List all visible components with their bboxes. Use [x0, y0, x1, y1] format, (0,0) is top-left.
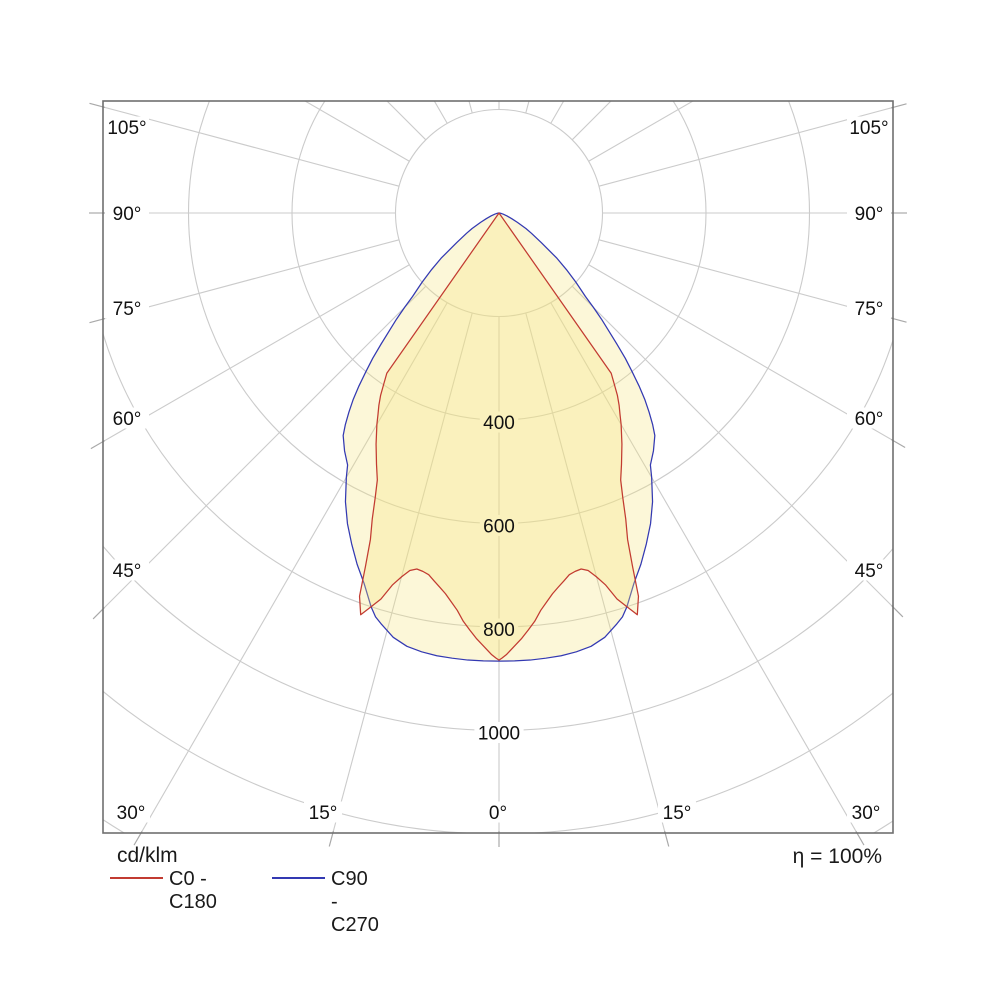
legend-line-blue — [272, 877, 325, 879]
angle-label-left-105°: 105° — [107, 118, 146, 139]
plot-frame-background — [103, 101, 893, 833]
label-knockout — [105, 559, 149, 581]
grid-radial-45deg — [571, 285, 893, 608]
grid-radial-255deg — [103, 106, 400, 187]
angle-label-right-75°: 75° — [855, 299, 884, 320]
grid-radial-75deg — [598, 239, 893, 320]
label-knockout — [105, 116, 149, 138]
grid-radial-60deg — [588, 264, 893, 442]
units-label: cd/klm — [117, 844, 178, 867]
angle-label-bottom-1: 15° — [309, 803, 338, 824]
label-knockout — [304, 801, 342, 823]
label-knockout — [474, 722, 524, 743]
legend-label-c0-c180: C0 - C180 — [169, 868, 217, 913]
ring-label-400: 400 — [483, 413, 515, 434]
label-knockout — [105, 407, 149, 429]
light-output-ratio-label: η = 100% — [792, 845, 882, 868]
ring-label-1000: 1000 — [478, 724, 520, 745]
ring-label-600: 600 — [483, 517, 515, 538]
angle-label-left-90°: 90° — [113, 204, 142, 225]
grid-radial-300deg — [103, 264, 410, 443]
label-knockout — [847, 407, 891, 429]
grid-radial-165deg — [525, 101, 530, 114]
angle-labels: 105° 105° 90° 90° 75° 75° 60° 60° 45° 45° 30° 15° 0°… — [107, 118, 888, 824]
intensity-curves — [342, 212, 656, 662]
label-knockout — [105, 202, 149, 224]
grid-radial-105deg — [598, 106, 893, 187]
label-knockout — [479, 515, 519, 536]
angle-label-bottom-4: 30° — [852, 803, 881, 824]
label-knockout — [479, 618, 519, 640]
legend-label-c90-c270: C90 - C270 — [331, 868, 379, 936]
grid-radial-345deg — [332, 312, 473, 833]
label-knockout — [847, 801, 885, 823]
angle-label-right-90°: 90° — [855, 204, 884, 225]
label-knockout — [847, 202, 891, 224]
curve-c0-c180 — [358, 212, 640, 661]
ring-label-800: 800 — [483, 620, 515, 641]
angle-label-bottom-3: 15° — [663, 803, 692, 824]
angle-label-right-45°: 45° — [855, 561, 884, 582]
label-knockout — [658, 801, 696, 823]
grid-radial-15deg — [525, 312, 666, 833]
angle-label-left-45°: 45° — [113, 561, 142, 582]
label-knockouts — [105, 116, 891, 823]
label-knockout — [479, 411, 519, 433]
angle-label-left-60°: 60° — [113, 409, 142, 430]
label-knockout — [847, 297, 891, 319]
plot-frame-border — [102, 100, 894, 834]
grid-radial-285deg — [103, 239, 400, 320]
angle-label-bottom-0: 30° — [117, 803, 146, 824]
label-knockout — [847, 116, 891, 138]
label-knockout — [479, 801, 517, 823]
label-knockout — [112, 801, 150, 823]
label-knockout — [105, 297, 149, 319]
angle-label-right-105°: 105° — [849, 118, 888, 139]
ring-value-labels: 400 600 800 1000 — [478, 413, 520, 745]
angle-label-bottom-2: 0° — [489, 803, 507, 824]
grid-radial-315deg — [103, 285, 427, 610]
grid-radial-195deg — [468, 101, 473, 114]
angle-label-left-75°: 75° — [113, 299, 142, 320]
angle-label-right-60°: 60° — [855, 409, 884, 430]
label-knockout — [847, 559, 891, 581]
legend-line-red — [110, 877, 163, 879]
